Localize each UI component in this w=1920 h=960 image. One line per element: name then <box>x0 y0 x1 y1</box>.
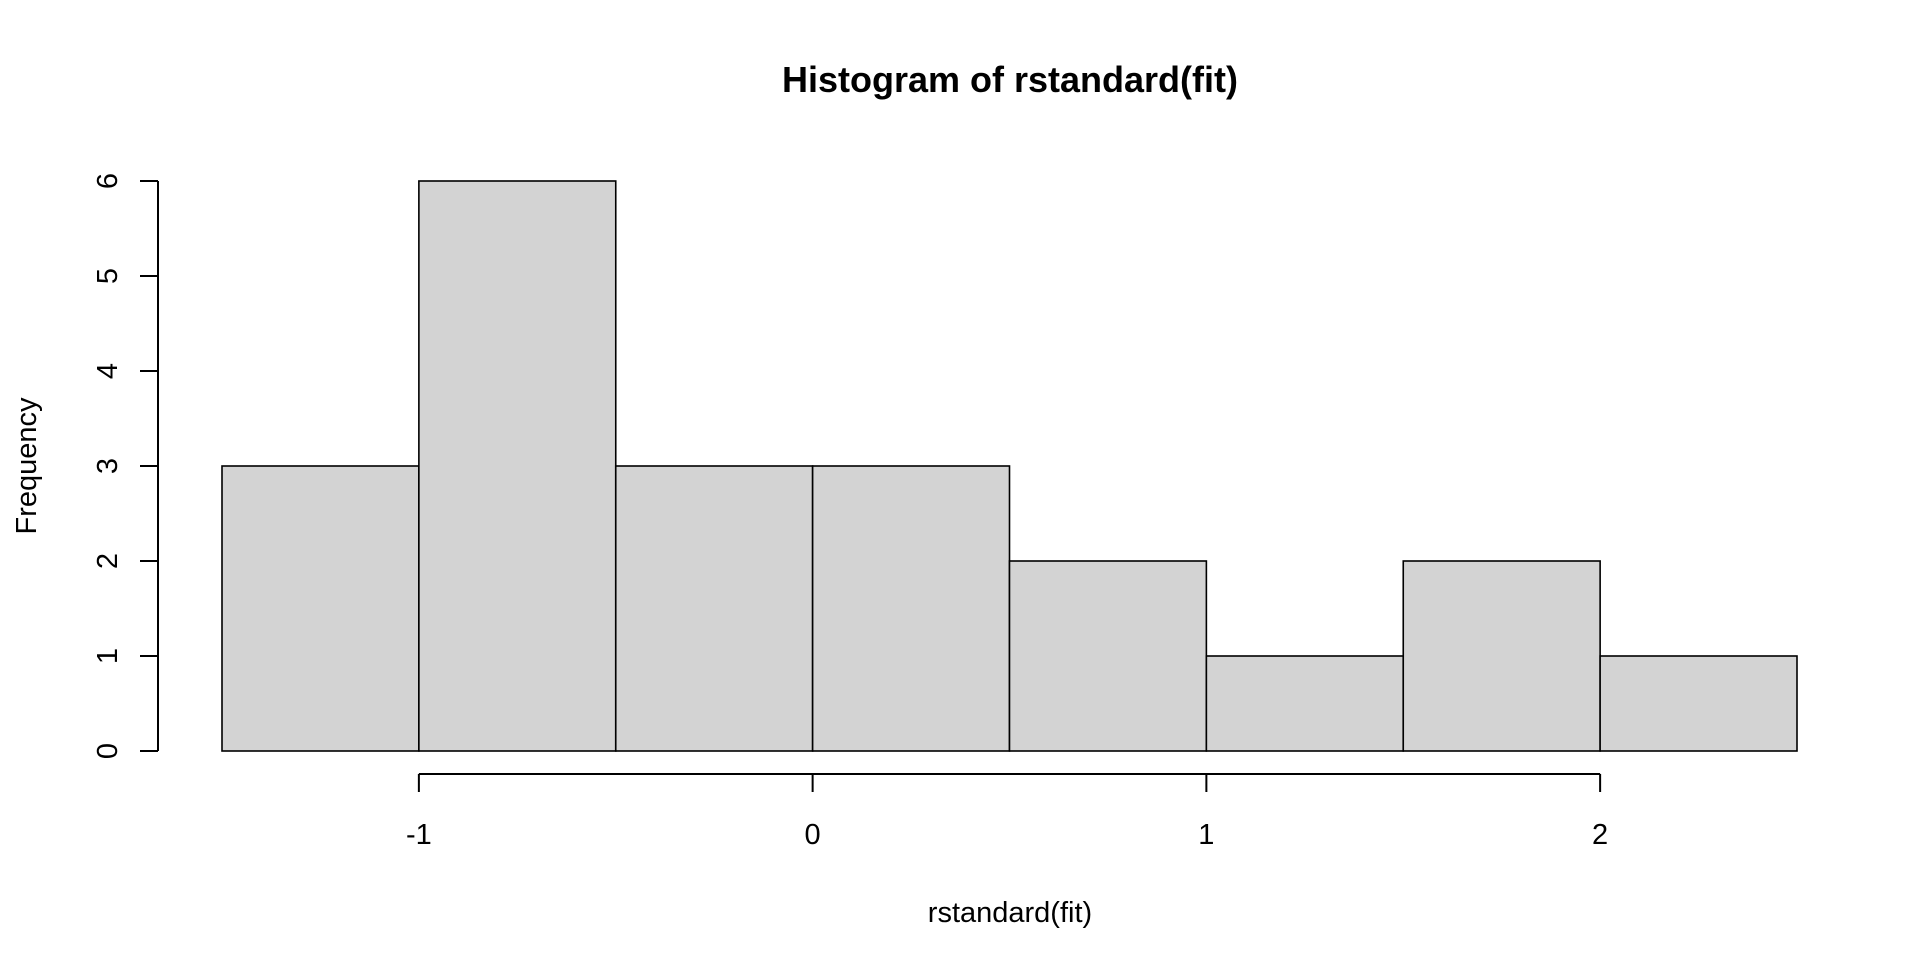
bars-group <box>221 180 1798 752</box>
y-tick-label-6: 6 <box>92 173 124 189</box>
y-tick-label-3: 3 <box>92 458 124 474</box>
x-tick-label-0: -1 <box>406 819 432 851</box>
histogram-bar-3 <box>811 465 1011 752</box>
histogram-bar-2 <box>614 465 814 752</box>
y-axis-label: Frequency <box>11 397 43 535</box>
x-tick-label-1: 0 <box>805 819 821 851</box>
histogram-bar-0 <box>221 465 420 752</box>
y-tick-label-1: 1 <box>92 648 124 664</box>
y-axis: 0 1 2 3 4 5 6 <box>92 173 159 759</box>
histogram-bar-1 <box>418 180 617 752</box>
chart-title: Histogram of rstandard(fit) <box>782 59 1238 100</box>
y-tick-label-0: 0 <box>92 743 124 759</box>
histogram-bar-7 <box>1599 655 1798 752</box>
x-axis-label: rstandard(fit) <box>928 897 1092 929</box>
histogram-bar-5 <box>1205 655 1405 752</box>
histogram-bar-6 <box>1402 560 1601 752</box>
x-tick-label-3: 2 <box>1592 819 1608 851</box>
x-tick-label-2: 1 <box>1198 819 1214 851</box>
y-tick-label-5: 5 <box>92 268 124 284</box>
x-axis: -1 0 1 2 <box>406 773 1608 851</box>
y-tick-label-2: 2 <box>92 553 124 569</box>
histogram-bar-4 <box>1008 560 1208 752</box>
y-tick-label-4: 4 <box>92 363 124 379</box>
